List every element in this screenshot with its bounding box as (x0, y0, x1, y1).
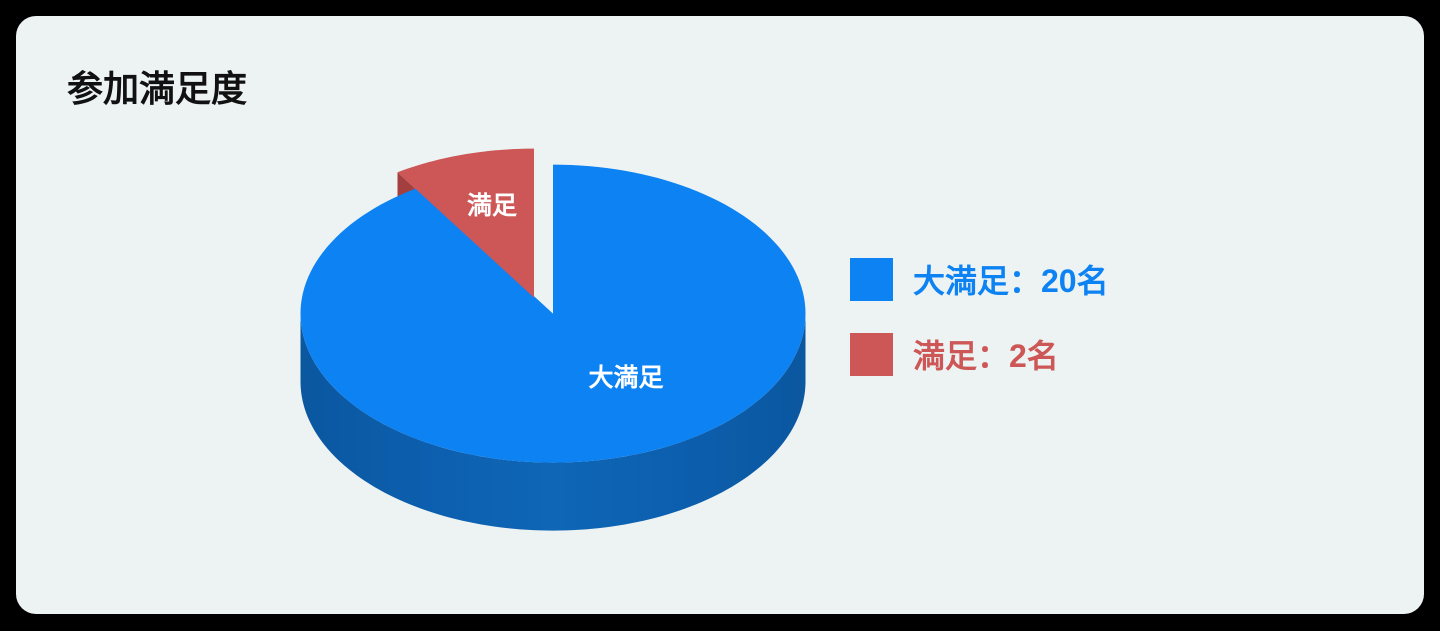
svg-text:大満足: 大満足 (588, 364, 663, 392)
svg-text:満足: 満足 (467, 192, 517, 220)
